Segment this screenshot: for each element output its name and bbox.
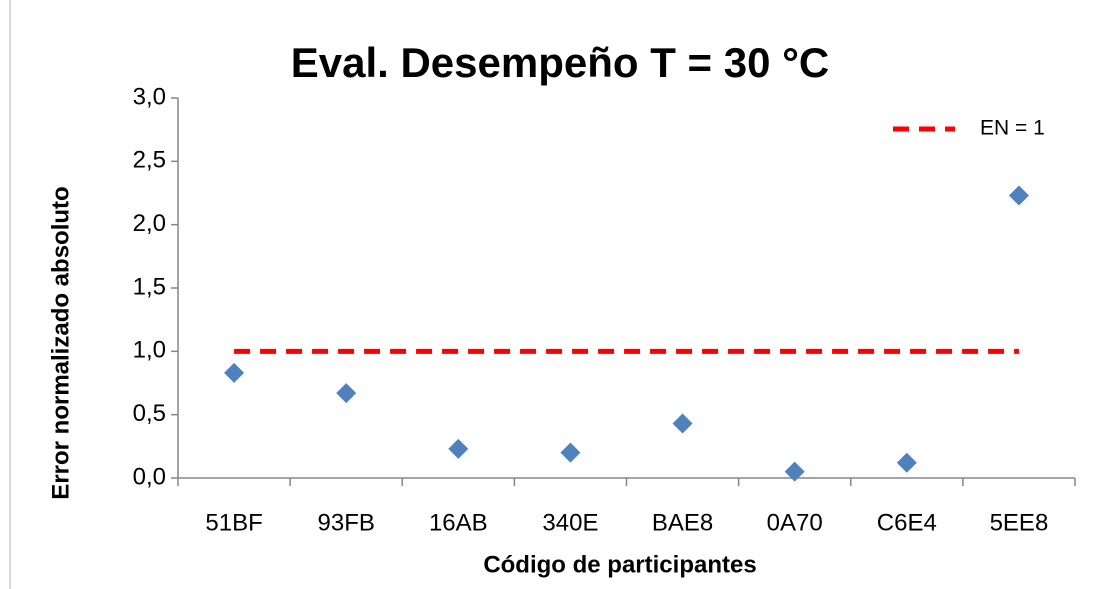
x-axis-title: Código de participantes [483,551,756,578]
x-tick-label: BAE8 [652,509,713,536]
y-tick-label: 0,5 [133,400,166,427]
y-tick-label: 2,0 [133,210,166,237]
data-point [672,413,693,434]
y-tick-label: 1,5 [133,273,166,300]
x-tick-label: 51BF [205,509,262,536]
data-point [336,383,357,404]
x-tick-label: 16AB [429,509,488,536]
data-point [560,442,581,463]
data-point [224,362,245,383]
x-tick-label: 5EE8 [990,509,1049,536]
x-tick-label: 93FB [318,509,375,536]
legend-label: EN = 1 [980,117,1045,140]
x-tick-label: 0A70 [767,509,823,536]
y-axis-title: Error normalizado absoluto [47,186,74,499]
y-tick-label: 3,0 [133,83,166,110]
data-point [448,438,469,459]
chart-title: Eval. Desempeño T = 30 °C [291,39,830,86]
data-point [1008,185,1029,206]
y-tick-label: 0,0 [133,463,166,490]
y-tick-label: 2,5 [133,147,166,174]
x-tick-label: 340E [542,509,598,536]
data-point [896,452,917,473]
y-tick-label: 1,0 [133,337,166,364]
data-point [784,461,805,482]
x-tick-label: C6E4 [877,509,937,536]
